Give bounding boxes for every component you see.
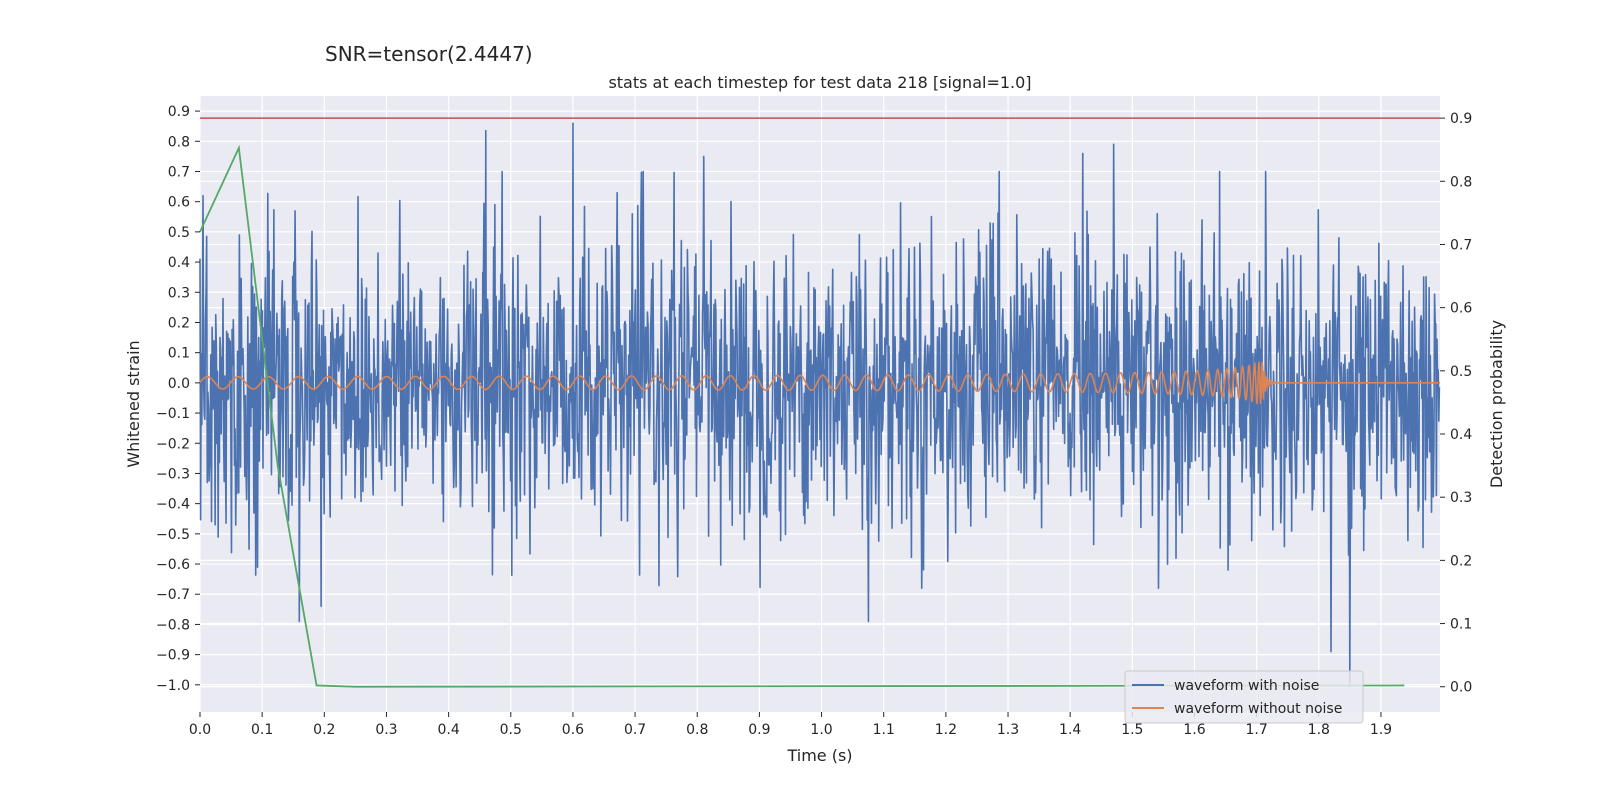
series-line-waveform-without-noise [199, 361, 1440, 405]
x-tick-label: 0.9 [748, 722, 770, 738]
series-line-detection-probability [199, 144, 1405, 688]
x-tick-label: 0.8 [686, 722, 708, 738]
y-tick-label: 0.3 [168, 285, 190, 301]
x-tick-label: 1.3 [997, 722, 1019, 738]
y-tick-label: −0.8 [156, 617, 190, 633]
y-tick-label: −0.7 [156, 587, 190, 603]
y-tick-label: 0.9 [168, 104, 190, 120]
x-tick-label: 0.7 [624, 722, 646, 738]
legend: waveform with noise waveform without noi… [1124, 670, 1364, 724]
y-right-tick-label: 0.6 [1450, 301, 1472, 317]
x-tick-label: 1.9 [1370, 722, 1392, 738]
series-layer [199, 117, 1441, 688]
series-line-waveform-with-noise [199, 122, 1441, 686]
y-right-tick-label: 0.3 [1450, 490, 1472, 506]
y-tick-label: 0.8 [168, 134, 190, 150]
x-tick-label: 1.5 [1121, 722, 1143, 738]
y-right-axis-label: Detection probability [1487, 320, 1506, 488]
y-tick-label: −0.9 [156, 648, 190, 664]
y-right-tick-label: 0.4 [1450, 427, 1472, 443]
y-right-tick-label: 0.7 [1450, 237, 1472, 253]
legend-label-noisy: waveform with noise [1174, 678, 1319, 694]
y-right-tick-label: 0.1 [1450, 617, 1472, 633]
y-right-tick-label: 0.9 [1450, 111, 1472, 127]
y-right-tick-label: 0.2 [1450, 553, 1472, 569]
x-tick-label: 0.4 [437, 722, 459, 738]
y-tick-label: −0.4 [156, 497, 190, 513]
x-tick-label: 1.2 [935, 722, 957, 738]
x-tick-label: 0.0 [189, 722, 211, 738]
y-tick-label: 0.1 [168, 346, 190, 362]
y-right-tick-label: 0.8 [1450, 174, 1472, 190]
x-tick-label: 1.4 [1059, 722, 1081, 738]
legend-box [1124, 670, 1364, 724]
x-tick-label: 1.6 [1183, 722, 1205, 738]
chart-title: stats at each timestep for test data 218… [608, 73, 1031, 92]
chart-suptitle: SNR=tensor(2.4447) [325, 42, 533, 66]
y-right-tick-label: 0.5 [1450, 364, 1472, 380]
y-tick-label: −0.2 [156, 436, 190, 452]
x-tick-label: 0.5 [500, 722, 522, 738]
y-tick-label: −0.5 [156, 527, 190, 543]
y-tick-label: 0.0 [168, 376, 190, 392]
y-tick-label: 0.4 [168, 255, 190, 271]
legend-label-clean: waveform without noise [1174, 701, 1342, 717]
y-tick-label: 0.7 [168, 164, 190, 180]
y-tick-label: 0.6 [168, 195, 190, 211]
y-tick-label: −0.1 [156, 406, 190, 422]
y-tick-labels: 0.9 0.8 0.7 0.6 0.5 0.4 0.3 0.2 0.1 0.0 −0.1 −0.2 −0… [156, 104, 200, 694]
y-tick-label: 0.5 [168, 225, 190, 241]
y-tick-label: −0.6 [156, 557, 190, 573]
x-tick-label: 1.8 [1308, 722, 1330, 738]
x-tick-label: 0.2 [313, 722, 335, 738]
x-tick-label: 1.1 [873, 722, 895, 738]
x-axis-label: Time (s) [786, 746, 852, 765]
y-axis-label: Whitened strain [124, 340, 143, 467]
x-tick-label: 1.7 [1246, 722, 1268, 738]
y-tick-label: −1.0 [156, 678, 190, 694]
x-tick-label: 0.3 [375, 722, 397, 738]
y-right-tick-labels: 0.9 0.8 0.7 0.6 0.5 0.4 0.3 0.2 0.1 0.0 [1440, 111, 1472, 696]
y-tick-label: −0.3 [156, 466, 190, 482]
y-tick-label: 0.2 [168, 315, 190, 331]
x-tick-labels: 0.0 0.1 0.2 0.3 0.4 0.5 0.6 0.7 0.8 0.9 1.0 1.1 1.2 1… [189, 712, 1392, 738]
x-tick-label: 0.1 [251, 722, 273, 738]
y-right-tick-label: 0.0 [1450, 680, 1472, 696]
x-tick-label: 0.6 [562, 722, 584, 738]
x-tick-label: 1.0 [810, 722, 832, 738]
